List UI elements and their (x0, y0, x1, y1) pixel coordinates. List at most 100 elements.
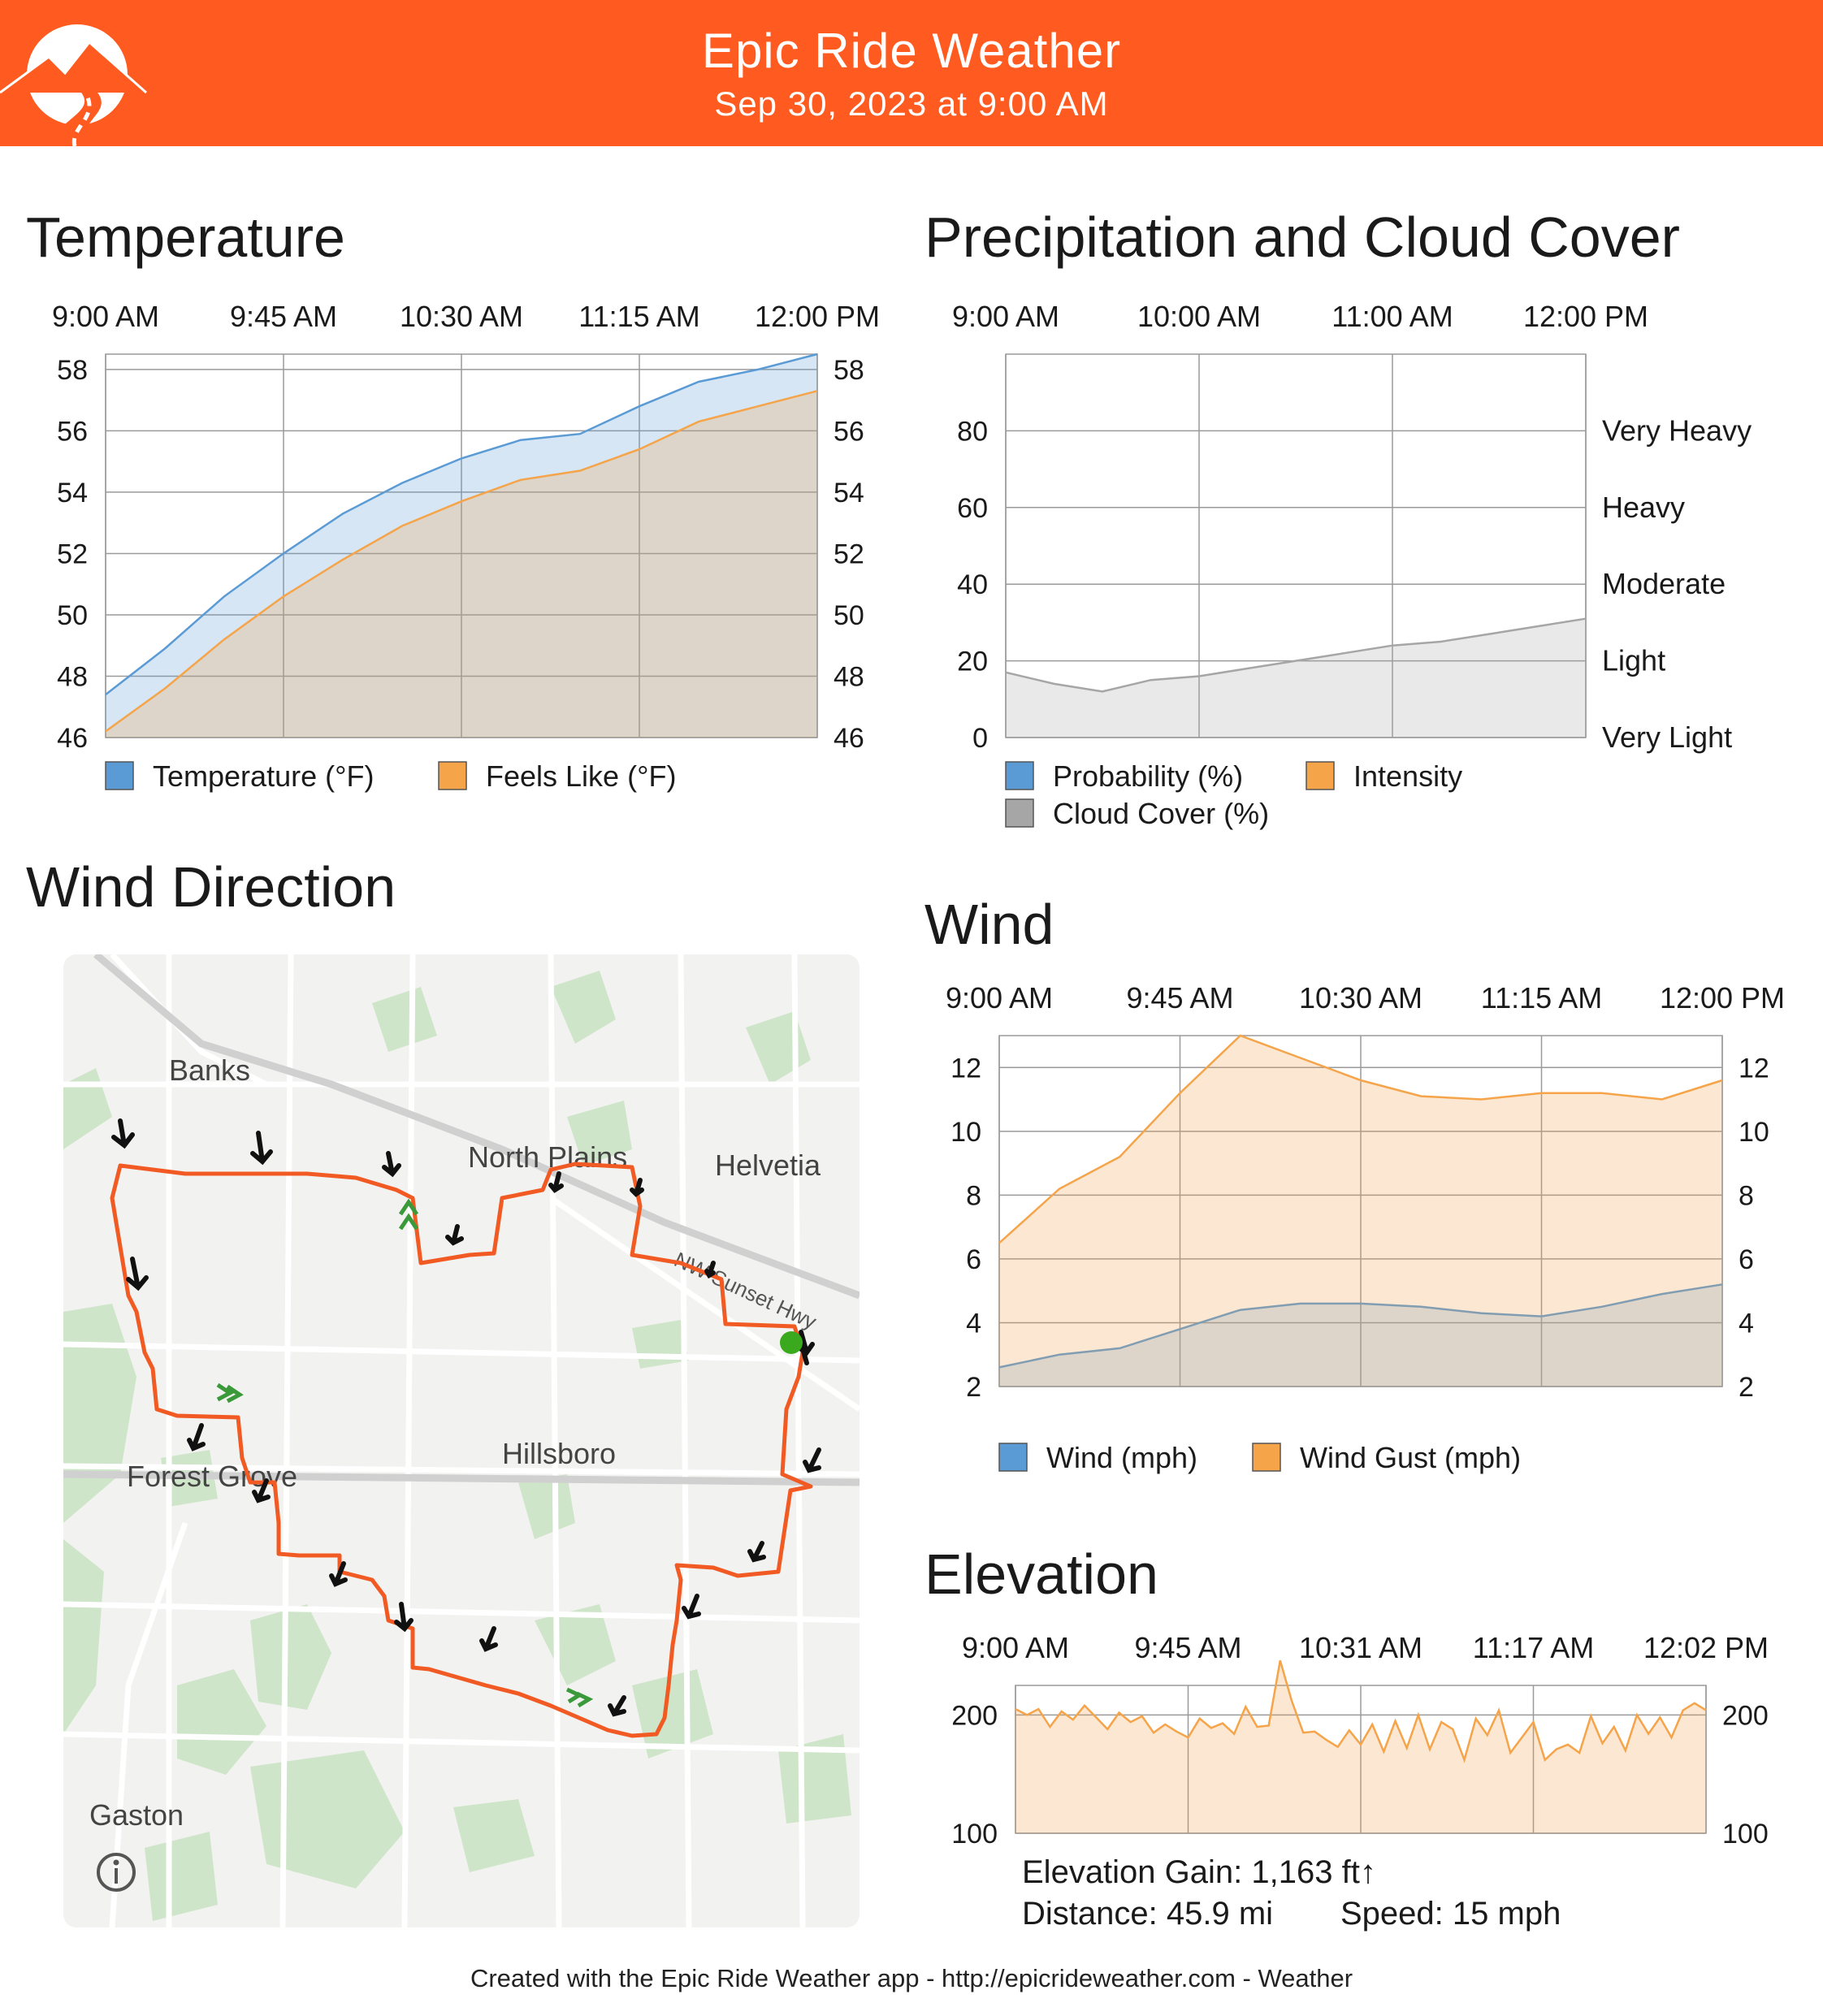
y-tick-label: 100 (951, 1819, 998, 1849)
report-datetime: Sep 30, 2023 at 9:00 AM (714, 84, 1109, 123)
series-line (998, 1034, 1723, 1244)
map-label-gaston: Gaston (89, 1798, 184, 1832)
y-tick-label: 50 (57, 600, 88, 631)
y-tick-label-right: 200 (1722, 1700, 1769, 1731)
series-area (106, 391, 817, 738)
x-tick-label: 11:17 AM (1473, 1631, 1594, 1664)
y-tick-label: 58 (57, 355, 88, 386)
y-tick-label-right: 8 (1739, 1180, 1754, 1211)
y-tick-label-right: 12 (1739, 1053, 1769, 1084)
series-line (105, 353, 818, 696)
y-tick-label: 10 (950, 1117, 981, 1148)
route-map[interactable]: Banks North Plains Helvetia Forest Grove… (63, 954, 860, 1927)
legend-swatch (438, 761, 467, 790)
y-tick-label: 56 (57, 416, 88, 447)
y-tick-label: 4 (966, 1308, 981, 1339)
y-tick-label-right: 56 (834, 416, 864, 447)
x-tick-label: 9:45 AM (1134, 1631, 1241, 1664)
app-header: Epic Ride Weather Sep 30, 2023 at 9:00 A… (0, 0, 1823, 146)
tailwind-chevron-icons (216, 1198, 594, 1708)
plot-frame (1005, 353, 1587, 738)
x-tick-label: 9:00 AM (52, 300, 159, 333)
series-area (999, 1036, 1722, 1387)
footer-credit: Created with the Epic Ride Weather app -… (470, 1964, 1353, 1992)
y-tick-label-right: 6 (1739, 1244, 1754, 1275)
series-line (1005, 617, 1587, 693)
legend-swatch (1005, 761, 1034, 790)
wind-title: Wind (924, 893, 1054, 956)
legend-label: Probability (%) (1053, 759, 1243, 793)
y-tick-label-right: 10 (1739, 1117, 1769, 1148)
x-tick-label: 9:00 AM (952, 300, 1059, 333)
x-tick-label: 9:00 AM (962, 1631, 1069, 1664)
legend-swatch (998, 1443, 1028, 1472)
y-tick-label: 20 (957, 647, 988, 677)
elevation-title: Elevation (924, 1542, 1158, 1606)
y-tick-label: 80 (957, 416, 988, 447)
y-tick-label-right: 58 (834, 355, 864, 386)
precipitation-chart: 9:00 AM 10:00 AM 11:00 AM 12:00 PM 0 20 40 60 80… (952, 300, 1752, 830)
precipitation-title: Precipitation and Cloud Cover (924, 205, 1680, 269)
y-tick-label: 0 (972, 723, 988, 754)
speed-stat: Speed: 15 mph (1340, 1896, 1561, 1932)
legend-swatch (105, 761, 134, 790)
y-tick-label: 48 (57, 661, 88, 692)
y-tick-label: 60 (957, 493, 988, 524)
y-tick-label-right: 48 (834, 661, 864, 692)
x-tick-label: 9:00 AM (946, 981, 1053, 1014)
wind-direction-title: Wind Direction (26, 855, 396, 919)
y-tick-label: 40 (957, 569, 988, 600)
intensity-level-label: Moderate (1602, 567, 1726, 600)
x-tick-label: 12:00 PM (755, 300, 880, 333)
x-tick-label: 12:00 PM (1523, 300, 1648, 333)
x-tick-label: 9:45 AM (1126, 981, 1233, 1014)
intensity-level-label: Very Light (1602, 720, 1732, 754)
y-tick-label-right: 46 (834, 723, 864, 754)
x-tick-label: 10:00 AM (1137, 300, 1261, 333)
y-tick-label-right: 50 (834, 600, 864, 631)
app-title: Epic Ride Weather (701, 24, 1122, 78)
series-line (1015, 1660, 1707, 1763)
y-tick-label-right: 4 (1739, 1308, 1754, 1339)
series-area (1015, 1660, 1706, 1833)
y-tick-label-right: 54 (834, 478, 864, 508)
legend-label: Feels Like (°F) (486, 759, 676, 793)
map-info-icon[interactable] (97, 1853, 136, 1892)
x-tick-label: 12:02 PM (1643, 1631, 1769, 1664)
x-tick-label: 9:45 AM (230, 300, 337, 333)
legend-swatch (1306, 761, 1335, 790)
series-line (105, 390, 818, 733)
y-tick-label: 6 (966, 1244, 981, 1275)
intensity-level-label: Heavy (1602, 491, 1685, 524)
map-label-hillsboro: Hillsboro (502, 1437, 616, 1470)
temperature-chart: 9:00 AM 9:45 AM 10:30 AM 11:15 AM 12:00 PM 46… (52, 300, 880, 793)
y-tick-label: 200 (951, 1700, 998, 1731)
legend-label: Cloud Cover (%) (1053, 797, 1269, 830)
legend-label: Intensity (1353, 759, 1462, 793)
y-tick-label: 8 (966, 1180, 981, 1211)
intensity-level-label: Very Heavy (1602, 413, 1752, 447)
plot-frame (1015, 1685, 1707, 1834)
elevation-chart: 9:00 AM 9:45 AM 10:31 AM 11:17 AM 12:02 PM 10… (951, 1631, 1769, 1849)
y-tick-label: 12 (950, 1053, 981, 1084)
x-tick-label: 10:30 AM (400, 300, 523, 333)
y-tick-label-right: 52 (834, 539, 864, 569)
series-line (998, 1283, 1723, 1369)
temperature-title: Temperature (26, 205, 345, 269)
route-start-marker (780, 1331, 803, 1354)
legend-label: Wind Gust (mph) (1300, 1441, 1521, 1474)
x-tick-label: 11:15 AM (578, 300, 699, 333)
plot-frame (998, 1035, 1723, 1387)
x-tick-label: 10:31 AM (1299, 1631, 1422, 1664)
intensity-level-label: Light (1602, 644, 1665, 677)
y-tick-label: 46 (57, 723, 88, 754)
x-tick-label: 11:00 AM (1332, 300, 1453, 333)
y-tick-label-right: 2 (1739, 1372, 1754, 1403)
legend-label: Wind (mph) (1046, 1441, 1197, 1474)
epic-ride-logo-icon (0, 24, 147, 146)
elevation-gain-stat: Elevation Gain: 1,163 ft↑ (1022, 1854, 1376, 1890)
x-tick-label: 12:00 PM (1660, 981, 1785, 1014)
series-area (999, 1284, 1722, 1387)
route-line (110, 1162, 813, 1738)
series-area (1006, 618, 1586, 738)
